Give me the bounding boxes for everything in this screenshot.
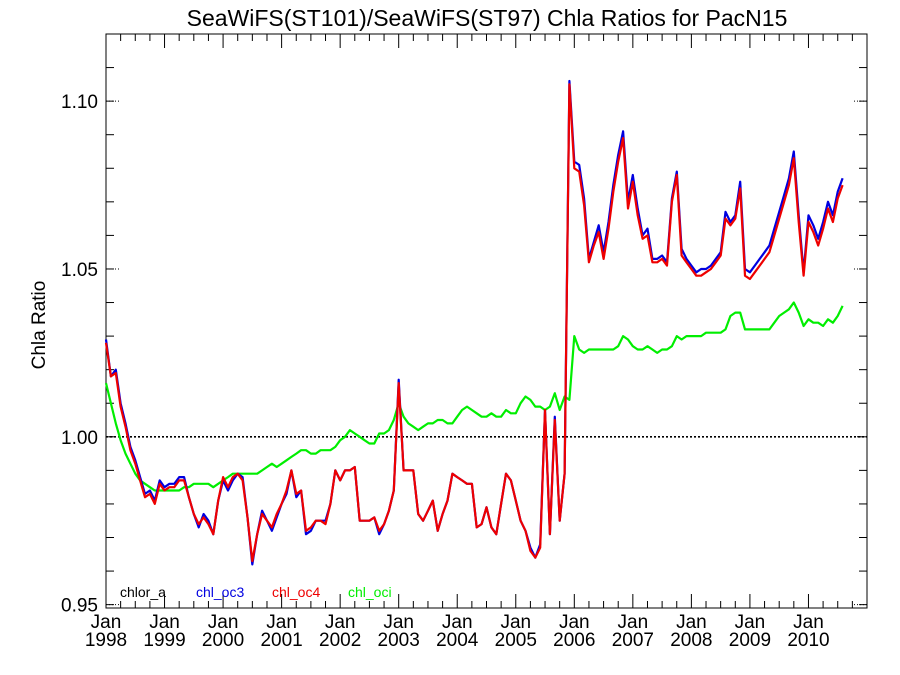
x-tick-month-label: Jan [91,612,122,633]
x-tick-month-label: Jan [325,612,356,633]
x-axis: Jan1998Jan1999Jan2000Jan2001Jan2002Jan20… [85,34,868,651]
y-axis: 0.95 1.00 1.05 1.10 [61,33,867,617]
x-tick-month-label: Jan [735,612,766,633]
x-tick-year-label: 2001 [260,630,302,651]
legend-item-chl-oci: chl_oci [348,584,392,600]
x-tick-year-label: 2004 [436,630,479,651]
x-tick-year-label: 2005 [495,630,537,651]
series-line-chl-oc3 [104,79,844,566]
x-tick-month-label: Jan [676,612,707,633]
y-tick-label: 1.10 [61,92,98,113]
y-tick-label: 1.05 [61,260,98,281]
legend: chlor_a chl_oc3 chl_oc4 chl_oci [120,584,392,600]
x-tick-year-label: 2003 [378,630,420,651]
legend-item-chl-oc3: chl_oc3 [196,584,244,600]
x-tick-month-label: Jan [383,612,414,633]
x-tick-year-label: 2009 [729,630,771,651]
series-line-chl-oc4 [104,83,844,563]
plot-area: 0.951.001.051.10 Jan1998Jan1999Jan2000Ja… [61,33,868,651]
series-group [104,79,844,566]
x-tick-year-label: 2010 [787,630,829,651]
x-tick-month-label: Jan [793,612,824,633]
x-tick-year-label: 2002 [319,630,361,651]
y-tick-label: 0.95 [61,596,98,617]
x-tick-month-label: Jan [266,612,297,633]
x-tick-month-label: Jan [618,612,649,633]
legend-item-chlor-a: chlor_a [120,584,166,600]
x-tick-year-label: 2006 [553,630,595,651]
x-tick-month-label: Jan [559,612,590,633]
x-tick-month-label: Jan [149,612,180,633]
x-tick-year-label: 2007 [612,630,654,651]
legend-item-chl-oc4: chl_oc4 [272,584,320,600]
chart-title: SeaWiFS(ST101)/SeaWiFS(ST97) Chla Ratios… [187,5,788,31]
x-tick-month-label: Jan [500,612,531,633]
x-tick-year-label: 1998 [85,630,127,651]
x-tick-year-label: 2008 [670,630,712,651]
series-line-chl-oci [104,301,844,492]
x-tick-year-label: 1999 [143,630,185,651]
plot-frame [105,33,868,609]
x-tick-month-label: Jan [442,612,473,633]
x-tick-month-label: Jan [208,612,239,633]
y-tick-label: 1.00 [61,428,98,449]
x-tick-year-label: 2000 [202,630,244,651]
y-axis-label: Chla Ratio [29,281,50,370]
